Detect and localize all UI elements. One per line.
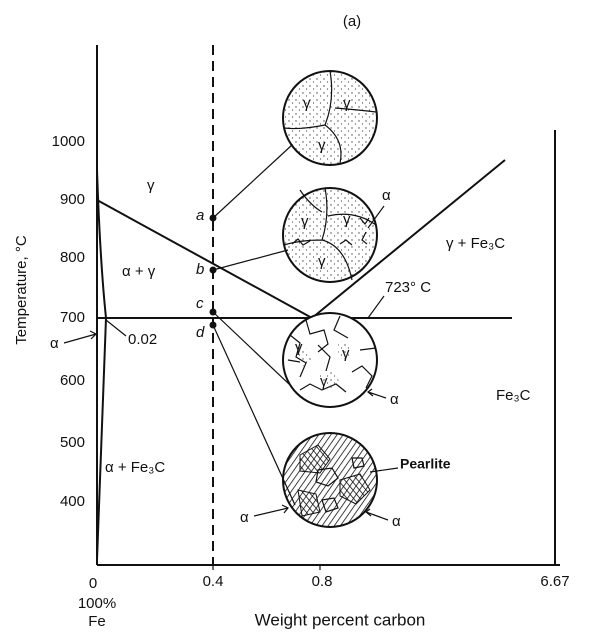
leader [369,467,399,473]
y-axis-title: Temperature, °C [13,235,30,345]
region-label: γ [147,177,155,194]
connector [212,324,296,506]
point-label: b [196,261,204,278]
arrow [365,508,389,521]
annotation: 0.02 [128,331,157,348]
x-axis-title: Weight percent carbon [255,610,426,629]
phase-label: α [382,187,391,204]
acm-line [311,159,506,319]
microstructure [282,187,378,283]
y-tick-label: 400 [60,493,85,510]
phase-label: α [240,509,249,526]
y-tick-label: 600 [60,372,85,389]
leader [367,205,385,229]
phase-label: γ [295,339,303,356]
origin-note: Fe [88,613,106,630]
y-tick-label: 700 [60,309,85,326]
origin-note: 100% [78,595,116,612]
connector [212,144,293,219]
austenite-grains [296,340,352,390]
phase-label: γ [301,213,309,230]
solvus-line [96,169,108,561]
x-tick-label: 0.4 [203,573,224,590]
ferrite-grains [291,217,370,246]
leader [367,295,385,319]
arrow [63,330,98,344]
ferrite-grains [315,457,365,513]
y-tick-label: 1000 [52,133,85,150]
point-label: c [196,295,204,312]
region-label: α + γ [122,263,156,280]
region-label: α + Fe₃C [105,459,165,476]
phase-label: γ [342,345,350,362]
microstructure [282,70,378,166]
phase-label: γ [343,95,351,112]
y-tick-label: 800 [60,249,85,266]
phase-label: γ [343,211,351,228]
region-label: Fe₃C [496,387,531,404]
phase-label: γ [303,95,311,112]
grain-boundary [283,187,377,281]
connector [212,249,289,271]
x-tick-label: 6.67 [540,573,569,590]
annotation: Pearlite [400,456,451,472]
point-label: d [196,324,205,341]
x-tick-label: 0 [89,575,97,592]
a3-line [96,199,313,319]
connector [212,311,291,386]
arrow [253,504,289,517]
annotation: α [50,335,59,352]
y-tick-label: 900 [60,191,85,208]
phase-label: α [392,513,401,530]
point-label: a [196,207,204,224]
pearlite-colonies [297,444,371,517]
arrow [367,388,387,399]
y-tick-label: 500 [60,434,85,451]
phase-label: γ [320,373,328,390]
grain-boundary [283,70,377,164]
phase-label: α [390,391,399,408]
x-tick-label: 0.8 [312,573,333,590]
microstructure [282,312,378,408]
phase-label: γ [318,253,326,270]
annotation: 723° C [385,279,431,296]
phase-label: γ [318,137,326,154]
caption: (a) [343,13,361,30]
region-label: γ + Fe₃C [446,235,505,252]
leader [105,319,127,337]
